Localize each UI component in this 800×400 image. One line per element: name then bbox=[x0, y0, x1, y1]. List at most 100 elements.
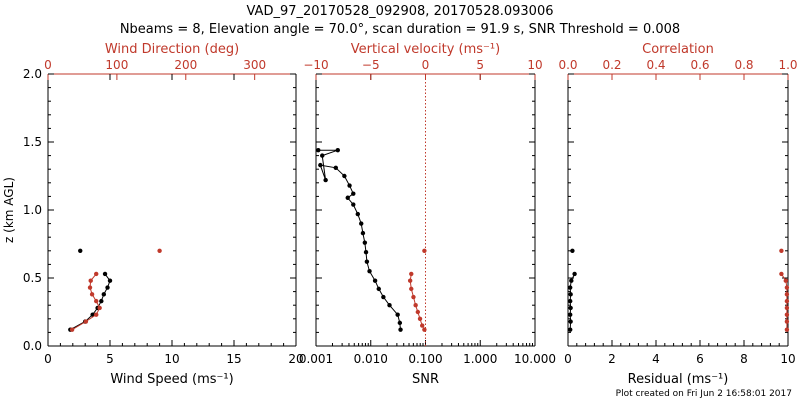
wind-wind-direction-point bbox=[87, 285, 93, 290]
wind-wind-direction-point bbox=[88, 278, 93, 283]
correlation-correlation-point bbox=[783, 278, 788, 283]
snr-snr-point bbox=[381, 294, 386, 300]
snr-snr-point bbox=[345, 195, 350, 200]
snr-x-axis-title: SNR bbox=[412, 372, 439, 387]
snr-vertical-velocity-point bbox=[409, 271, 414, 277]
correlation-correlation-point bbox=[784, 285, 790, 290]
snr-bottom-tick-label: 1.000 bbox=[463, 352, 497, 366]
wind-wind-speed-point bbox=[101, 292, 107, 297]
wind-wind-direction-point bbox=[94, 298, 99, 304]
figure-title-line1: VAD_97_20170528_092908, 20170528.093006 bbox=[247, 4, 554, 19]
snr-vertical-velocity-point bbox=[411, 294, 416, 300]
correlation-top-tick-label: 0.0 bbox=[558, 58, 577, 72]
wind-bottom-tick-label: 10 bbox=[164, 352, 179, 366]
snr-vertical-velocity-point bbox=[415, 309, 421, 315]
snr-snr-point bbox=[316, 147, 321, 153]
snr-snr-point bbox=[318, 162, 323, 168]
snr-vertical-velocity-point bbox=[420, 323, 425, 328]
wind-y-tick-label: 0.0 bbox=[23, 339, 42, 353]
snr-top-axis-title: Vertical velocity (ms⁻¹) bbox=[351, 42, 500, 57]
snr-snr-point bbox=[395, 312, 400, 317]
wind-y-tick-label: 0.5 bbox=[23, 271, 42, 285]
wind-bottom-tick-label: 20 bbox=[288, 352, 303, 366]
wind-wind-speed-point bbox=[105, 285, 110, 290]
correlation-residual-point bbox=[568, 312, 573, 317]
snr-snr-point bbox=[363, 249, 369, 255]
correlation-panel: 0 2 4 6 8 10 0.0 0.2 0.4 0.6 0.8 1.0 Correlation Resi… bbox=[558, 42, 797, 387]
snr-vertical-velocity-point bbox=[407, 278, 413, 283]
correlation-correlation-point bbox=[779, 271, 784, 277]
wind-wind-direction-isolated-point bbox=[157, 248, 162, 253]
snr-snr-point bbox=[351, 191, 356, 196]
snr-vertical-velocity-line bbox=[409, 273, 425, 330]
snr-bottom-tick-label: 10.000 bbox=[514, 352, 556, 366]
correlation-bottom-tick-label: 10 bbox=[780, 352, 795, 366]
wind-wind-direction-point bbox=[89, 292, 95, 297]
correlation-top-tick-label: 0.8 bbox=[734, 58, 753, 72]
wind-bottom-tick-label: 5 bbox=[106, 352, 114, 366]
correlation-correlation-point bbox=[784, 292, 790, 297]
snr-snr-point bbox=[364, 259, 370, 264]
wind-y-tick-label: 1.0 bbox=[23, 203, 42, 217]
snr-vertical-velocity-point bbox=[417, 316, 423, 321]
correlation-residual-point bbox=[569, 278, 574, 283]
snr-snr-point bbox=[355, 211, 360, 217]
snr-snr-point bbox=[335, 147, 340, 153]
wind-bottom-tick-label: 15 bbox=[226, 352, 241, 366]
wind-wind-speed-point bbox=[99, 298, 104, 304]
wind-y-tick-label: 1.5 bbox=[23, 135, 42, 149]
wind-y-tick-label: 2.0 bbox=[23, 67, 42, 81]
wind-top-tick-label: 0 bbox=[44, 58, 52, 72]
correlation-correlation-point bbox=[784, 319, 790, 324]
correlation-top-tick-label: 1.0 bbox=[778, 58, 797, 72]
correlation-residual-point bbox=[568, 319, 573, 324]
plot-created-footer: Plot created on Fri Jun 2 16:58:01 2017 bbox=[616, 389, 792, 399]
wind-y-axis-title: z (km AGL) bbox=[2, 177, 16, 243]
snr-panel: 0.001 0.010 0.100 1.000 10.000 −10 −5 0 5 10 Verti… bbox=[299, 42, 556, 387]
wind-bottom-tick-label: 0 bbox=[44, 352, 52, 366]
snr-snr-point bbox=[376, 286, 381, 292]
snr-snr-point bbox=[397, 320, 403, 326]
wind-wind-direction-point bbox=[83, 319, 89, 324]
correlation-bottom-tick-label: 8 bbox=[740, 352, 748, 366]
correlation-x-axis-title: Residual (ms⁻¹) bbox=[628, 372, 729, 387]
figure-title-line2: Nbeams = 8, Elevation angle = 70.0°, sca… bbox=[120, 22, 680, 37]
wind-wind-direction-point bbox=[69, 327, 75, 332]
snr-bottom-tick-label: 0.010 bbox=[354, 352, 388, 366]
snr-snr-point bbox=[323, 177, 328, 183]
correlation-bottom-tick-label: 4 bbox=[652, 352, 660, 366]
snr-top-tick-label: 0 bbox=[422, 58, 430, 72]
snr-vertical-velocity-point bbox=[422, 327, 427, 332]
correlation-residual-point bbox=[568, 305, 573, 311]
snr-snr-point bbox=[347, 183, 352, 188]
wind-wind-speed-point bbox=[107, 278, 113, 283]
correlation-bottom-tick-label: 6 bbox=[696, 352, 704, 366]
snr-snr-point bbox=[342, 173, 347, 179]
snr-snr-point bbox=[351, 202, 356, 207]
correlation-top-tick-label: 0.2 bbox=[602, 58, 621, 72]
correlation-correlation-point bbox=[784, 327, 790, 332]
correlation-bottom-tick-label: 0 bbox=[564, 352, 572, 366]
correlation-correlation-point bbox=[784, 312, 790, 317]
correlation-correlation-isolated-point bbox=[779, 248, 784, 253]
wind-wind-speed-isolated-point bbox=[78, 248, 83, 253]
snr-snr-point bbox=[372, 278, 378, 283]
snr-bottom-tick-label: 0.100 bbox=[408, 352, 442, 366]
correlation-residual-point bbox=[568, 292, 573, 297]
correlation-residual-point bbox=[568, 298, 573, 304]
wind-top-tick-label: 100 bbox=[105, 58, 128, 72]
wind-top-tick-label: 200 bbox=[174, 58, 197, 72]
snr-snr-point bbox=[360, 230, 366, 236]
wind-x-axis-title: Wind Speed (ms⁻¹) bbox=[110, 372, 233, 387]
wind-top-tick-label: 300 bbox=[243, 58, 266, 72]
snr-top-tick-label: −10 bbox=[303, 58, 328, 72]
correlation-residual-point bbox=[568, 327, 573, 332]
wind-wind-direction-point bbox=[97, 305, 102, 311]
snr-snr-point bbox=[398, 327, 403, 332]
correlation-residual-point bbox=[568, 285, 573, 290]
wind-top-axis-title: Wind Direction (deg) bbox=[105, 42, 239, 57]
snr-snr-point bbox=[359, 221, 364, 226]
correlation-correlation-point bbox=[784, 305, 790, 311]
snr-snr-line bbox=[318, 149, 401, 330]
